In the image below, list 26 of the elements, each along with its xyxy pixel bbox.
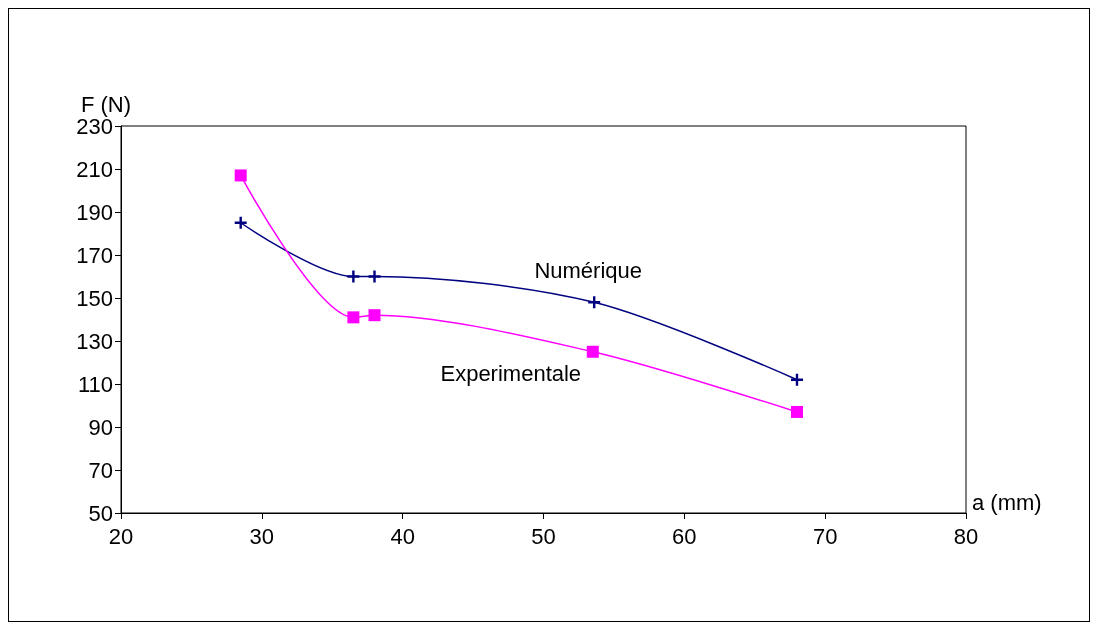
point (586, 345, 599, 358)
y-tick-label: 50 (88, 500, 113, 526)
y-tick-label: 210 (76, 156, 113, 182)
point (347, 311, 360, 324)
x-axis-title: a (mm) (972, 489, 1042, 515)
y-tick-label: 150 (76, 285, 113, 311)
x-tick-label: 60 (672, 523, 697, 549)
y-tick-label: 110 (77, 371, 113, 397)
point (791, 405, 803, 418)
point (234, 169, 247, 182)
y-tick-label: 90 (88, 414, 113, 440)
y-tick-label: 190 (76, 199, 113, 225)
point (368, 309, 381, 322)
x-tick-label: 80 (953, 523, 979, 549)
y-tick-label: 170 (76, 242, 113, 268)
x-tick-label: 70 (812, 523, 838, 549)
y-tick-label: 130 (76, 328, 113, 354)
x-tick-label: 20 (108, 523, 134, 549)
x-tick-label: 50 (531, 523, 556, 549)
point (347, 270, 360, 283)
series-label: Experimentale (440, 361, 582, 387)
x-tick-label: 30 (249, 523, 275, 549)
point (368, 270, 381, 283)
series-label: Numérique (534, 257, 642, 283)
x-tick-label: 40 (390, 523, 415, 549)
y-tick-label: 70 (88, 457, 113, 483)
